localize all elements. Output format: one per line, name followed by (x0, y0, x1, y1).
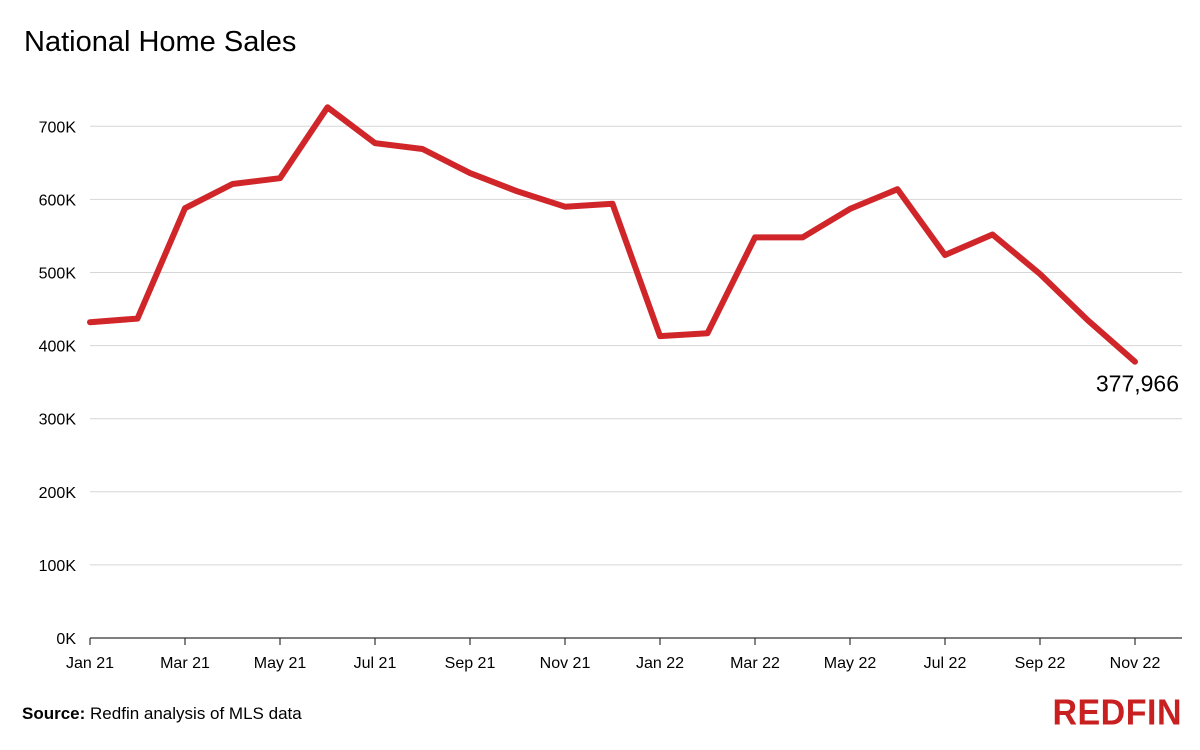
y-tick-label: 300K (39, 412, 77, 429)
x-tick-label: May 22 (824, 655, 877, 672)
x-tick-label: Jul 21 (354, 655, 397, 672)
source-text: Redfin analysis of MLS data (90, 704, 302, 723)
source-label: Source: (22, 704, 86, 723)
gridlines (90, 125, 1182, 566)
x-tick-label: Nov 22 (1110, 655, 1161, 672)
x-tick-label: Sep 22 (1015, 655, 1066, 672)
x-tick-label: Mar 22 (730, 655, 780, 672)
x-tick-label: Sep 21 (445, 655, 496, 672)
y-tick-label: 0K (56, 631, 76, 648)
chart-title: National Home Sales (24, 26, 297, 58)
y-tick-label: 200K (39, 485, 77, 502)
y-tick-label: 400K (39, 339, 77, 356)
x-tick-label: Nov 21 (540, 655, 591, 672)
data-labels: 377,966 (1096, 371, 1179, 397)
end-value-label: 377,966 (1096, 371, 1179, 397)
x-axis: Jan 21 Mar 21 May 21 Jul 21 Sep 21 Nov 21 Jan … (66, 637, 1182, 672)
x-tick-label: Mar 21 (160, 655, 210, 672)
series (87, 104, 1138, 365)
series-line (87, 104, 1138, 365)
x-tick-label: May 21 (254, 655, 307, 672)
y-axis-ticks: 0K 100K 200K 300K 400K 500K 600K 700K (39, 119, 77, 648)
x-tick-label: Jan 22 (636, 655, 684, 672)
y-tick-label: 600K (39, 192, 77, 209)
y-tick-label: 700K (39, 119, 77, 136)
x-tick-label: Jan 21 (66, 655, 114, 672)
y-tick-label: 500K (39, 266, 77, 283)
redfin-logo: REDFIN (1052, 693, 1182, 733)
x-tick-label: Jul 22 (924, 655, 967, 672)
source-note: Source: Redfin analysis of MLS data (22, 704, 302, 724)
y-tick-label: 100K (39, 558, 77, 575)
line-chart: 0K 100K 200K 300K 400K 500K 600K 700K Jan 21 Mar… (39, 104, 1182, 672)
